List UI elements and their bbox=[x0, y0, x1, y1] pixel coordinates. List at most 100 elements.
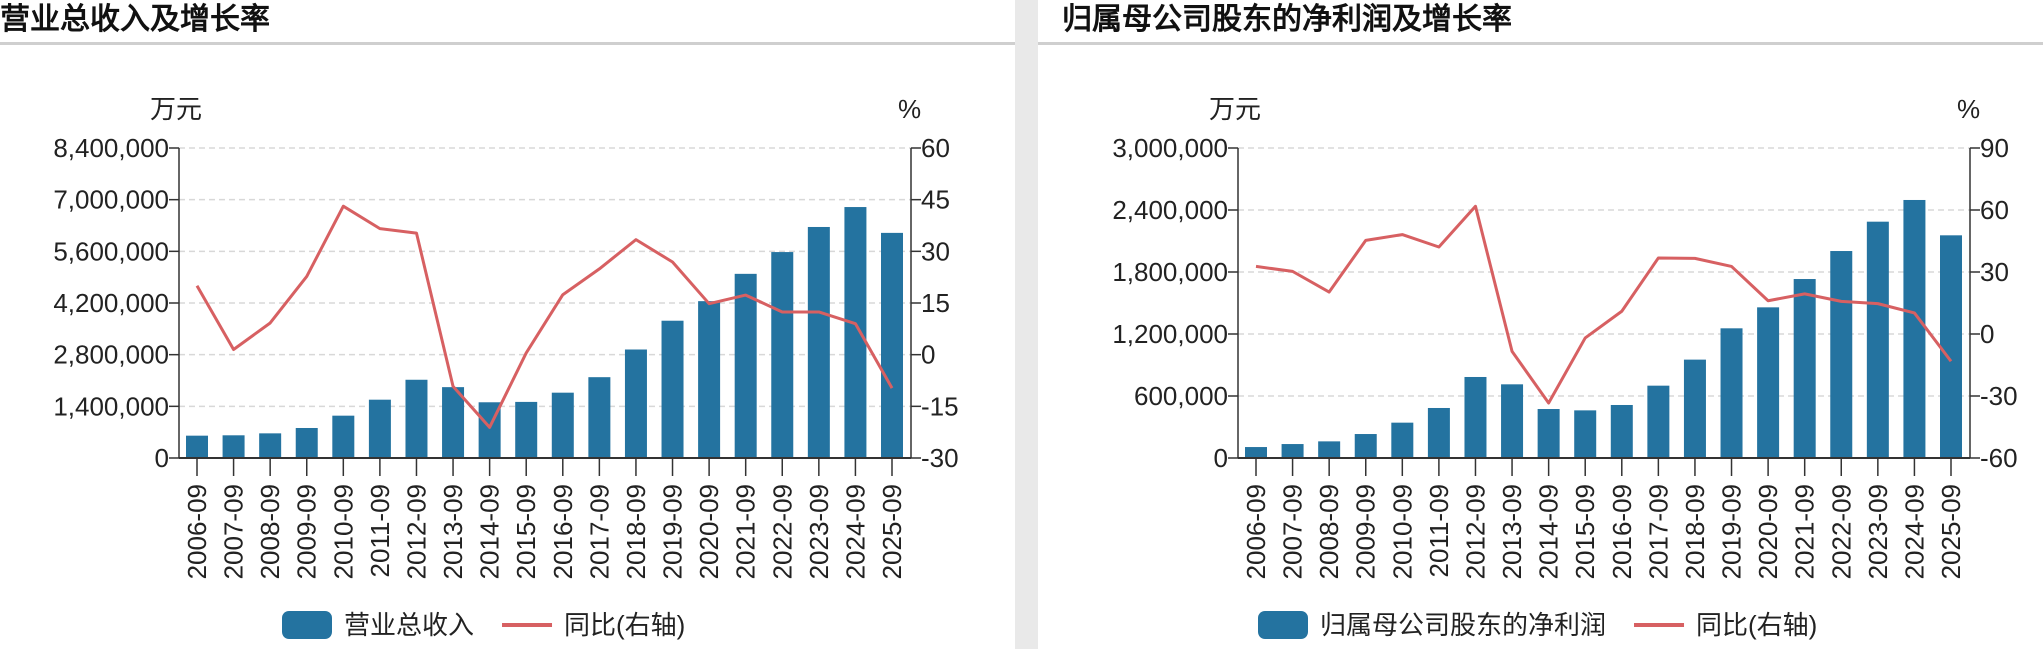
growth-line bbox=[195, 204, 894, 429]
x-tick-label: 2011-09 bbox=[365, 484, 395, 578]
chart-title: 营业总收入及增长率 bbox=[0, 3, 270, 36]
bar bbox=[734, 273, 757, 458]
legend-bar-swatch bbox=[282, 611, 332, 639]
y-left-tick-label: 0 bbox=[155, 443, 169, 473]
x-tick-label: 2024-09 bbox=[1899, 484, 1929, 579]
bar bbox=[332, 415, 355, 458]
x-tick-label: 2008-09 bbox=[1314, 484, 1344, 579]
y-left-tick-label: 4,200,000 bbox=[53, 288, 169, 318]
bar bbox=[1830, 251, 1853, 458]
x-tick-label: 2018-09 bbox=[621, 484, 651, 579]
x-tick-label: 2018-09 bbox=[1680, 484, 1710, 579]
legend-bar-swatch bbox=[1258, 611, 1308, 639]
bar bbox=[807, 226, 830, 458]
bar bbox=[405, 379, 428, 458]
legend-line-label: 同比(右轴) bbox=[1696, 610, 1817, 640]
x-tick-label: 2009-09 bbox=[292, 484, 322, 579]
x-tick-label: 2006-09 bbox=[182, 484, 212, 579]
x-tick-label: 2019-09 bbox=[658, 484, 688, 579]
x-tick-label: 2022-09 bbox=[767, 484, 797, 579]
y-right-tick-label: 0 bbox=[1980, 319, 1994, 349]
legend-bar-label: 营业总收入 bbox=[344, 610, 474, 640]
bar bbox=[1647, 385, 1670, 458]
x-tick-label: 2024-09 bbox=[840, 484, 870, 579]
bar bbox=[186, 435, 208, 458]
y-left-unit: 万元 bbox=[1209, 94, 1261, 124]
bar bbox=[1940, 235, 1962, 458]
net-profit-panel: 归属母公司股东的净利润及增长率 bbox=[1038, 0, 2043, 649]
bar bbox=[661, 320, 684, 458]
bar bbox=[1427, 407, 1450, 458]
x-tick-label: 2013-09 bbox=[438, 484, 468, 579]
y-right-tick-label: 60 bbox=[921, 133, 950, 163]
bar bbox=[1574, 410, 1597, 458]
growth-line bbox=[1255, 204, 1953, 405]
x-tick-label: 2017-09 bbox=[584, 484, 614, 579]
x-tick-label: 2007-09 bbox=[1278, 484, 1308, 579]
bar bbox=[1537, 409, 1560, 458]
legend-bar-label: 归属母公司股东的净利润 bbox=[1320, 610, 1606, 640]
y-right-tick-label: 0 bbox=[921, 340, 935, 370]
x-tick-label: 2016-09 bbox=[1607, 484, 1637, 579]
x-tick-label: 2022-09 bbox=[1826, 484, 1856, 579]
y-right-tick-label: -15 bbox=[921, 391, 959, 421]
x-tick-label: 2013-09 bbox=[1497, 484, 1527, 579]
bar bbox=[515, 401, 538, 458]
x-tick-label: 2019-09 bbox=[1717, 484, 1747, 579]
bar bbox=[771, 252, 794, 458]
bar bbox=[1903, 199, 1926, 458]
bar bbox=[1720, 328, 1743, 458]
bar bbox=[1318, 441, 1341, 458]
bar bbox=[881, 232, 903, 458]
x-tick-label: 2021-09 bbox=[1790, 484, 1820, 579]
bar bbox=[1281, 444, 1304, 458]
x-tick-label: 2010-09 bbox=[1387, 484, 1417, 579]
y-right-tick-label: 60 bbox=[1980, 195, 2009, 225]
y-left-tick-label: 7,000,000 bbox=[53, 185, 169, 215]
y-right-tick-label: 15 bbox=[921, 288, 950, 318]
bar bbox=[1610, 404, 1633, 458]
panel-gap bbox=[1015, 0, 1038, 649]
y-left-tick-label: 2,800,000 bbox=[53, 340, 169, 370]
x-tick-label: 2010-09 bbox=[328, 484, 358, 579]
x-tick-label: 2014-09 bbox=[475, 484, 505, 579]
y-right-tick-label: -30 bbox=[1980, 381, 2018, 411]
y-right-unit: % bbox=[1957, 94, 1980, 124]
y-left-tick-label: 1,400,000 bbox=[53, 391, 169, 421]
bar bbox=[368, 399, 391, 458]
bar bbox=[588, 377, 611, 458]
x-tick-label: 2020-09 bbox=[694, 484, 724, 579]
y-left-tick-label: 1,800,000 bbox=[1112, 257, 1228, 287]
bar bbox=[624, 349, 647, 458]
y-left-unit: 万元 bbox=[150, 94, 202, 124]
y-left-tick-label: 2,400,000 bbox=[1112, 195, 1228, 225]
divider bbox=[1038, 42, 2043, 45]
y-left-tick-label: 5,600,000 bbox=[53, 236, 169, 266]
divider bbox=[0, 42, 1015, 45]
bar bbox=[442, 387, 465, 458]
x-tick-label: 2016-09 bbox=[548, 484, 578, 579]
bar bbox=[844, 207, 867, 458]
bar bbox=[1683, 359, 1706, 458]
y-right-tick-label: -60 bbox=[1980, 443, 2018, 473]
bar bbox=[1391, 422, 1414, 458]
y-left-tick-label: 8,400,000 bbox=[53, 133, 169, 163]
x-tick-label: 2025-09 bbox=[1936, 484, 1966, 579]
y-left-tick-label: 0 bbox=[1214, 443, 1228, 473]
y-right-tick-label: 90 bbox=[1980, 133, 2009, 163]
bar bbox=[259, 433, 282, 458]
y-right-tick-label: 45 bbox=[921, 185, 950, 215]
y-right-tick-label: 30 bbox=[921, 236, 950, 266]
x-tick-label: 2012-09 bbox=[401, 484, 431, 579]
y-left-tick-label: 3,000,000 bbox=[1112, 133, 1228, 163]
chart-title: 归属母公司股东的净利润及增长率 bbox=[1062, 3, 1512, 36]
x-tick-label: 2020-09 bbox=[1753, 484, 1783, 579]
y-right-unit: % bbox=[898, 94, 921, 124]
bar bbox=[551, 392, 574, 458]
x-tick-label: 2017-09 bbox=[1643, 484, 1673, 579]
x-tick-label: 2011-09 bbox=[1424, 484, 1454, 578]
x-tick-label: 2025-09 bbox=[877, 484, 907, 579]
x-tick-label: 2023-09 bbox=[1863, 484, 1893, 579]
x-tick-label: 2015-09 bbox=[1570, 484, 1600, 579]
